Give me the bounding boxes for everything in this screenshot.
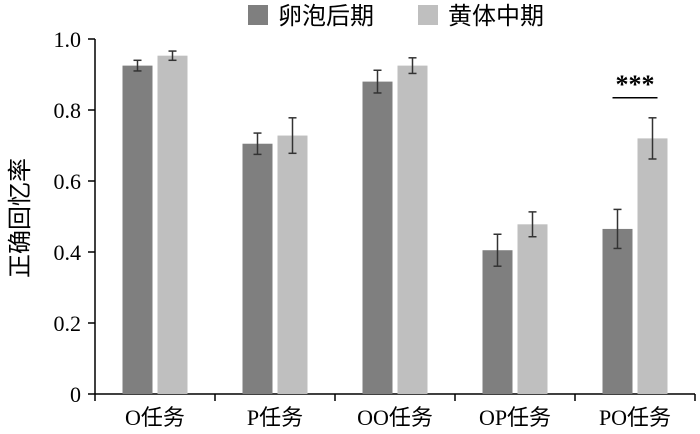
bar [277,135,308,394]
x-tick-label: PO任务 [599,405,671,430]
y-tick-label: 0 [70,382,81,407]
legend-label: 黄体中期 [448,2,544,30]
bar [517,224,548,394]
x-tick-label: P任务 [247,405,303,430]
y-axis-label: 正确回忆率 [6,158,34,278]
legend-swatch [248,5,268,25]
y-tick-label: 1.0 [54,27,82,52]
bar [362,81,393,394]
bar [157,55,188,395]
legend-label: 卵泡后期 [278,2,374,30]
plot-area: 0 0.2 0.4 0.6 0.8 1.0 O任务 P任务 OO任务 OP任务 PO任务 *** [54,27,696,430]
y-tick-label: 0.4 [54,240,82,265]
x-tick-label: OO任务 [357,405,433,430]
y-tick-label: 0.8 [54,98,82,123]
bar [602,228,633,394]
significance-label: *** [616,70,655,99]
legend-swatch [418,5,438,25]
bar [242,143,273,394]
x-tick-label: OP任务 [479,405,551,430]
bar [397,65,428,394]
bar [482,250,513,394]
bar [637,138,668,394]
x-tick-label: O任务 [125,405,185,430]
y-tick-label: 0.6 [54,169,82,194]
legend: 卵泡后期 黄体中期 [248,2,544,30]
y-tick-label: 0.2 [54,311,82,336]
bar [122,65,153,394]
